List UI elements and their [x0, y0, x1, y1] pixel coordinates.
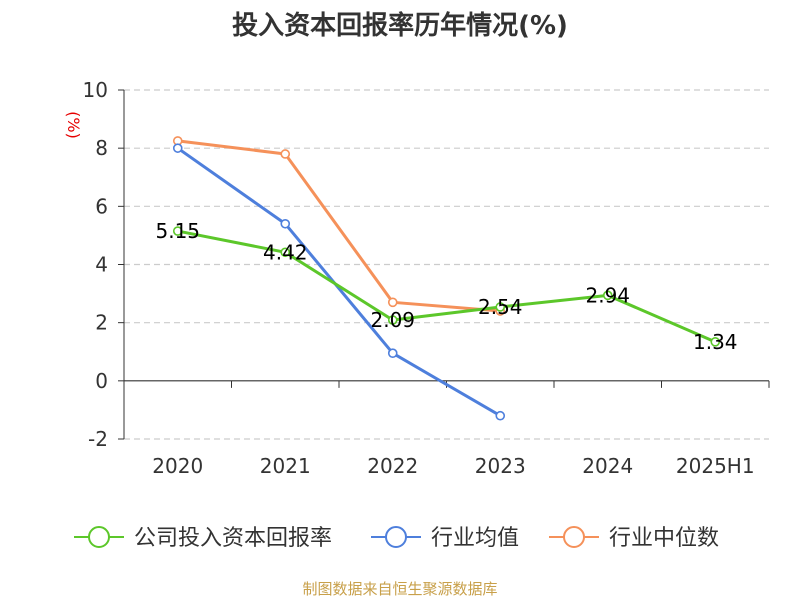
data-labels: 5.15 4.42 2.09 2.54 2.94 1.34 — [155, 219, 737, 354]
legend-item: 公司投入资本回报率 — [74, 526, 332, 551]
y-tick-label: 10 — [83, 78, 108, 102]
data-label: 2.54 — [478, 295, 523, 319]
data-point — [710, 337, 721, 347]
y-tick-label: 0 — [95, 369, 108, 393]
data-point — [387, 315, 398, 325]
data-label: 2.09 — [370, 308, 415, 332]
legend-swatch-marker — [88, 526, 110, 548]
legend-item: 行业均值 — [371, 526, 519, 551]
data-point — [280, 247, 291, 258]
legend-label: 行业中位数 — [609, 526, 719, 551]
y-tick-label: 8 — [95, 136, 108, 160]
data-point — [602, 290, 613, 301]
y-axis-label: (%) — [64, 111, 83, 139]
data-point — [495, 302, 506, 312]
grid-lines — [124, 89, 769, 440]
data-label: 1.34 — [693, 330, 738, 354]
legend: 公司投入资本回报率 行业均值 行业中位数 — [74, 526, 719, 551]
series-line — [177, 229, 716, 344]
data-point — [280, 149, 291, 159]
x-tick-label: 2022 — [367, 454, 418, 478]
y-tick-label: 6 — [95, 194, 108, 218]
x-tick-label: 2025H1 — [676, 454, 755, 478]
data-point — [387, 348, 398, 359]
legend-swatch-marker — [385, 526, 407, 548]
y-tick-label: 4 — [95, 253, 108, 277]
source-note: 制图数据来自恒生聚源数据库 — [302, 580, 497, 598]
x-tick-label: 2020 — [152, 454, 203, 478]
data-label: 4.42 — [263, 240, 308, 264]
data-point — [387, 297, 398, 308]
y-tick-label: 2 — [95, 311, 108, 335]
data-point — [495, 410, 506, 421]
legend-item: 行业中位数 — [549, 526, 719, 551]
series-line — [176, 146, 502, 418]
data-point — [172, 226, 183, 236]
legend-label: 行业均值 — [431, 526, 519, 551]
axes: -2 0 2 4 6 8 10 2020 2021 2022 2023 2024 2025H1 — [83, 78, 770, 478]
series-line — [177, 139, 501, 313]
data-point — [172, 143, 183, 153]
data-label: 5.15 — [155, 219, 200, 243]
y-tick-label: -2 — [88, 427, 108, 451]
legend-swatch-marker — [563, 526, 585, 548]
data-label: 2.94 — [585, 283, 630, 307]
legend-label: 公司投入资本回报率 — [134, 526, 332, 551]
x-tick-label: 2021 — [260, 454, 311, 478]
x-tick-label: 2023 — [475, 454, 526, 478]
data-point — [280, 218, 291, 229]
chart-title: 投入资本回报率历年情况(%) — [232, 10, 568, 41]
x-tick-label: 2024 — [582, 454, 633, 478]
series-lines — [172, 136, 721, 421]
